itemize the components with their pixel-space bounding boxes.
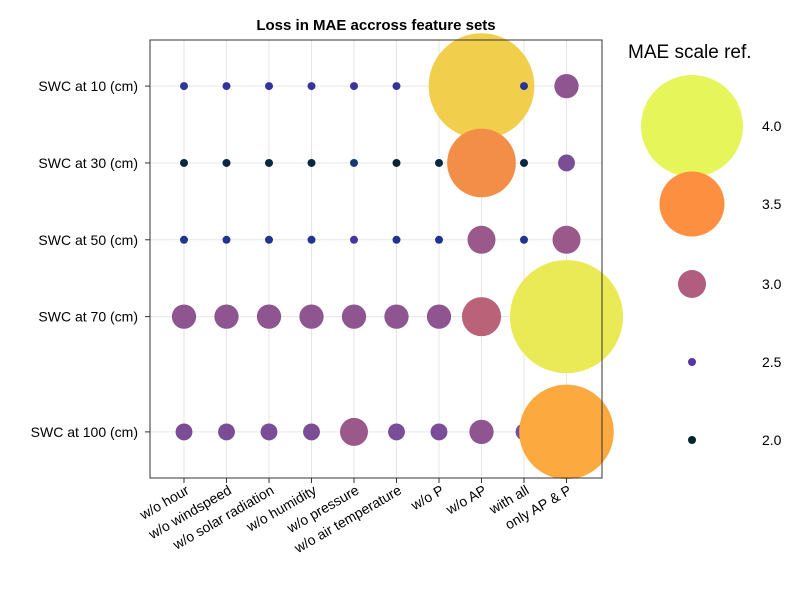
data-bubble (447, 128, 516, 198)
legend-bubble (688, 358, 696, 366)
data-bubble (552, 225, 581, 254)
data-bubble (180, 82, 188, 91)
x-tick-label: w/o AP (442, 482, 489, 518)
data-bubble (265, 158, 273, 167)
data-bubble (384, 304, 409, 329)
y-tick-label: SWC at 100 (cm) (31, 424, 138, 440)
y-tick-label: SWC at 70 (cm) (38, 309, 138, 325)
chart-title: Loss in MAE accross feature sets (256, 17, 495, 34)
data-bubble (554, 73, 579, 99)
legend-label: 3.5 (762, 196, 782, 212)
data-bubble (509, 260, 624, 374)
data-bubble (461, 297, 502, 337)
data-bubble (265, 235, 273, 244)
data-bubble (350, 82, 358, 91)
data-bubble (299, 304, 324, 329)
data-bubble (222, 158, 231, 167)
x-tick-label: w/o P (407, 482, 446, 514)
y-tick-label: SWC at 50 (cm) (38, 232, 138, 248)
legend-label: 2.0 (762, 432, 782, 448)
data-bubble (469, 419, 494, 445)
data-bubble (350, 235, 358, 244)
y-tick-label: SWC at 30 (cm) (38, 155, 138, 171)
data-bubble (222, 82, 231, 91)
data-bubble (307, 158, 316, 167)
data-bubble (435, 158, 443, 167)
data-bubble (175, 423, 193, 441)
data-bubble (519, 384, 614, 480)
data-bubble (341, 304, 367, 329)
legend-label: 2.5 (762, 354, 782, 370)
data-bubble (180, 235, 188, 244)
data-bubble (350, 158, 358, 167)
data-bubble (307, 235, 316, 244)
data-bubble (392, 158, 401, 167)
data-bubble (340, 417, 368, 446)
data-bubble (260, 423, 278, 441)
data-bubble (214, 304, 239, 329)
data-bubble (428, 33, 535, 139)
data-bubble (180, 158, 188, 167)
legend-bubble (659, 171, 725, 237)
data-bubble (388, 423, 405, 441)
legend-title: MAE scale ref. (628, 42, 752, 63)
data-bubble (171, 304, 197, 329)
y-tick-labels: SWC at 10 (cm) SWC at 30 (cm) SWC at 50 (c… (31, 78, 150, 440)
data-bubble (265, 82, 273, 91)
data-bubble (222, 235, 231, 244)
data-bubble (430, 423, 448, 441)
data-bubble (392, 82, 401, 91)
data-bubble (307, 82, 316, 91)
legend-label: 3.0 (762, 276, 782, 292)
data-bubble (520, 235, 528, 244)
data-bubble (392, 235, 401, 244)
legend: MAE scale ref. 4.0 3.5 3.0 2.5 2.0 (628, 42, 782, 448)
y-tick-label: SWC at 10 (cm) (38, 78, 138, 94)
data-bubble (426, 304, 452, 329)
data-bubble (218, 423, 235, 441)
data-bubble (303, 423, 320, 441)
legend-bubble (678, 270, 706, 298)
data-bubble (435, 235, 443, 244)
legend-label: 4.0 (762, 118, 782, 134)
data-bubble (256, 304, 282, 329)
legend-bubble (641, 75, 743, 177)
data-bubble (558, 154, 575, 172)
plot-frame (149, 39, 603, 479)
legend-bubble (688, 436, 696, 444)
data-bubble (520, 82, 528, 91)
data-bubble (467, 225, 496, 254)
bubbles (171, 33, 624, 480)
data-bubble (520, 158, 528, 167)
